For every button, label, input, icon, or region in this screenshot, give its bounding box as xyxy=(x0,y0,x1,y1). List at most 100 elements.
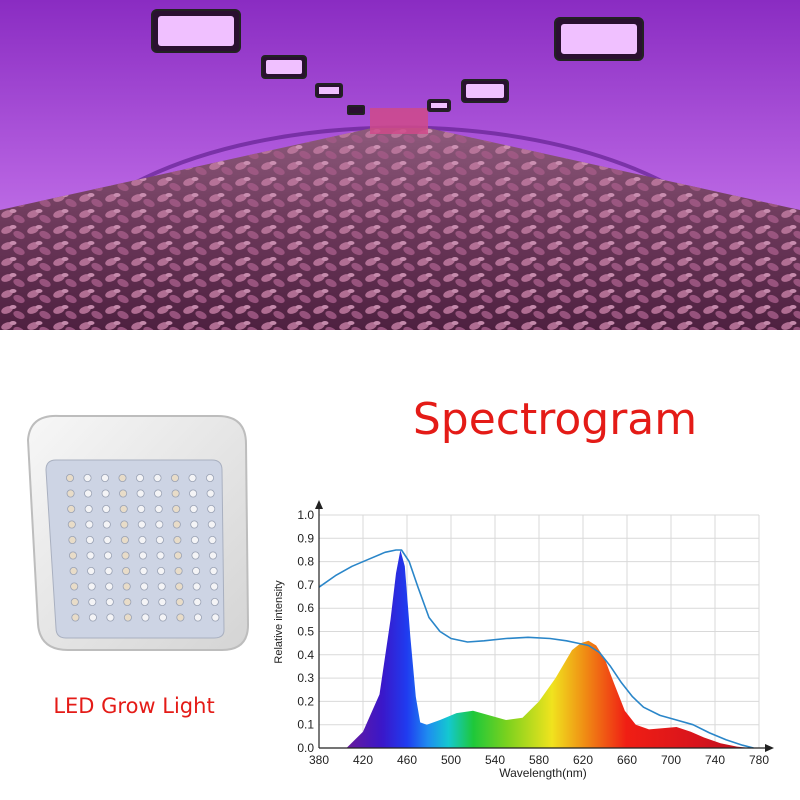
led-dot xyxy=(138,536,147,545)
led-dot xyxy=(135,474,144,483)
led-dot xyxy=(105,582,114,591)
led-dot xyxy=(173,536,182,545)
led-dot xyxy=(136,489,145,498)
led-dot xyxy=(192,582,201,591)
chart-axes xyxy=(315,500,774,752)
led-dot xyxy=(175,582,184,591)
led-dot xyxy=(173,551,182,560)
led-dot xyxy=(157,566,166,575)
y-axis-arrow xyxy=(315,500,323,509)
x-tick-label: 580 xyxy=(529,753,549,767)
led-dot xyxy=(171,489,180,498)
led-dot xyxy=(69,551,78,560)
y-tick-label: 1.0 xyxy=(297,508,314,522)
led-dot xyxy=(101,474,110,483)
led-dot xyxy=(139,566,148,575)
led-dot xyxy=(70,582,79,591)
led-dot xyxy=(188,474,197,483)
led-dot xyxy=(85,520,94,529)
led-dot xyxy=(70,597,79,606)
led-dot xyxy=(155,520,164,529)
led-dot xyxy=(103,536,112,545)
led-dot xyxy=(122,582,131,591)
y-tick-label: 0.4 xyxy=(297,648,314,662)
led-dot xyxy=(154,505,163,514)
led-dot xyxy=(141,613,150,622)
y-axis-label: Relative intensity xyxy=(273,580,285,664)
y-tick-label: 0.6 xyxy=(297,601,314,615)
led-dot xyxy=(176,613,185,622)
led-dot xyxy=(193,597,202,606)
led-dot xyxy=(66,489,75,498)
led-dot xyxy=(155,536,164,545)
led-dot xyxy=(88,597,97,606)
led-dot xyxy=(189,489,198,498)
led-dot xyxy=(210,582,219,591)
led-dot xyxy=(84,505,93,514)
led-dot xyxy=(172,505,181,514)
led-dot xyxy=(102,520,111,529)
led-dot xyxy=(87,582,96,591)
led-dot xyxy=(172,520,181,529)
led-dot xyxy=(208,551,217,560)
led-dot xyxy=(174,566,183,575)
led-dot xyxy=(67,520,76,529)
led-dot xyxy=(123,597,132,606)
y-tick-label: 0.8 xyxy=(297,555,314,569)
led-dot xyxy=(207,520,216,529)
x-tick-label: 500 xyxy=(441,753,461,767)
led-dot xyxy=(206,489,215,498)
spectrum-area-layer xyxy=(346,550,751,748)
led-dot xyxy=(140,597,149,606)
led-dot xyxy=(209,566,218,575)
led-dot xyxy=(102,505,111,514)
led-dot xyxy=(156,551,165,560)
led-dot xyxy=(104,551,113,560)
led-dot xyxy=(154,489,163,498)
led-dot xyxy=(67,505,76,514)
y-tick-label: 0.9 xyxy=(297,531,314,545)
led-dot xyxy=(158,597,167,606)
led-dot xyxy=(88,613,97,622)
led-dot xyxy=(210,597,219,606)
led-dot xyxy=(66,474,75,483)
y-tick-label: 0.3 xyxy=(297,671,314,685)
greenhouse-photo xyxy=(0,0,800,330)
led-dot xyxy=(138,551,147,560)
x-tick-label: 540 xyxy=(485,753,505,767)
led-dot xyxy=(208,536,217,545)
led-dot xyxy=(85,536,94,545)
y-tick-label: 0.2 xyxy=(297,694,314,708)
led-dot xyxy=(87,566,96,575)
envelope-line-layer xyxy=(318,549,754,749)
led-dot xyxy=(170,474,179,483)
led-dot xyxy=(120,520,129,529)
led-dot xyxy=(120,536,129,545)
led-dot xyxy=(68,536,77,545)
envelope-line xyxy=(318,549,754,749)
x-tick-label: 740 xyxy=(705,753,725,767)
led-dot xyxy=(140,582,149,591)
y-tick-label: 0.7 xyxy=(297,578,314,592)
led-array xyxy=(66,474,220,622)
led-dot xyxy=(190,520,199,529)
y-tick-label: 0.1 xyxy=(297,718,314,732)
x-tick-label: 420 xyxy=(353,753,373,767)
y-tick-label: 0.5 xyxy=(297,625,314,639)
x-tick-label: 620 xyxy=(573,753,593,767)
led-dot xyxy=(123,613,132,622)
led-dot xyxy=(121,551,130,560)
led-dot xyxy=(118,474,127,483)
led-dot xyxy=(119,489,128,498)
led-dot xyxy=(137,520,146,529)
led-dot xyxy=(190,536,199,545)
led-dot xyxy=(205,474,214,483)
x-tick-label: 460 xyxy=(397,753,417,767)
led-dot xyxy=(71,613,80,622)
led-dot xyxy=(158,613,167,622)
y-tick-label: 0.0 xyxy=(297,741,314,755)
led-dot xyxy=(193,613,202,622)
led-panel-photo xyxy=(26,414,250,651)
x-tick-label: 780 xyxy=(749,753,769,767)
led-dot xyxy=(86,551,95,560)
